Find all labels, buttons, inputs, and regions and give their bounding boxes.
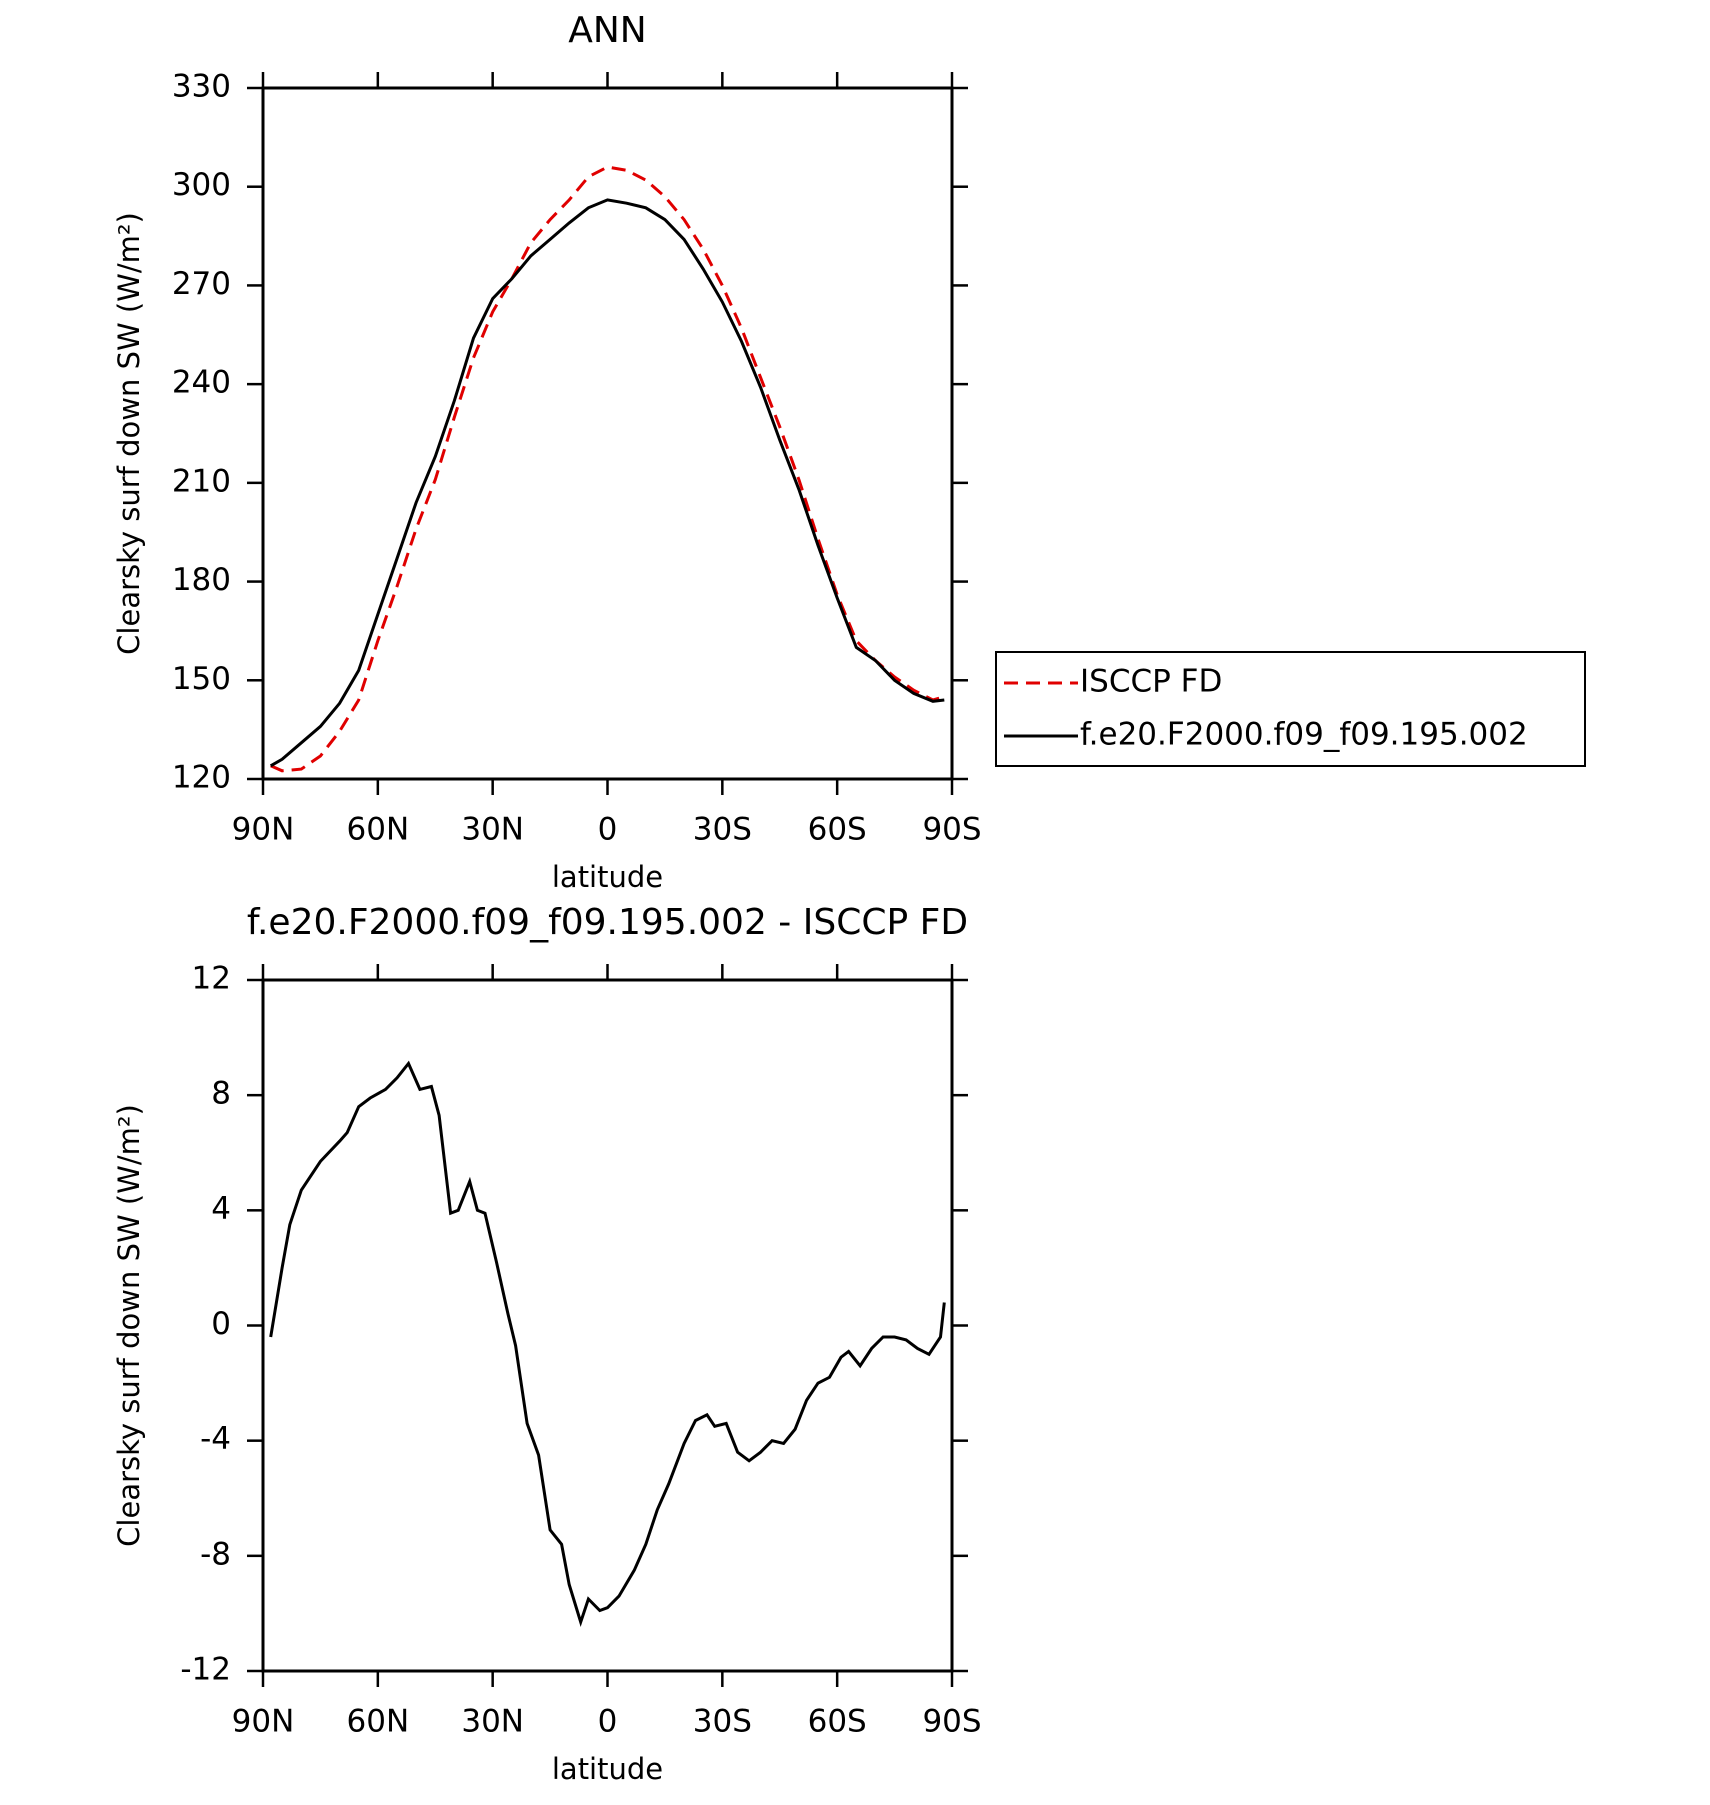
data-line: [269, 198, 945, 768]
x-tick-label: 90N: [232, 812, 295, 848]
chart-title: f.e20.F2000.f09_f09.195.002 - ISCCP FD: [247, 902, 968, 943]
x-tick-label: 60S: [808, 812, 867, 848]
y-tick-label: 210: [172, 463, 231, 499]
x-tick-label: 30N: [461, 1704, 524, 1740]
legend-label: f.e20.F2000.f09_f09.195.002: [1080, 717, 1528, 753]
x-axis-label: latitude: [552, 860, 663, 894]
y-tick-label: 240: [172, 365, 231, 401]
y-tick-label: 8: [211, 1076, 231, 1112]
y-tick-label: 270: [172, 266, 231, 302]
x-tick-label: 30N: [461, 812, 524, 848]
y-tick-label: 120: [172, 760, 231, 796]
plot-frame: [261, 86, 954, 781]
x-tick-label: 60N: [347, 812, 410, 848]
x-tick-label: 90S: [922, 812, 981, 848]
y-tick-label: 0: [211, 1306, 231, 1342]
y-tick-label: 4: [211, 1191, 231, 1227]
y-tick-label: 150: [172, 661, 231, 697]
x-tick-label: 90N: [232, 1704, 295, 1740]
x-axis-label: latitude: [552, 1752, 663, 1786]
x-tick-label: 30S: [693, 1704, 752, 1740]
y-tick-label: -12: [180, 1652, 231, 1688]
chart-title: ANN: [568, 10, 647, 51]
y-tick-label: 300: [172, 167, 231, 203]
data-line: [269, 1060, 946, 1628]
y-tick-label: 330: [172, 69, 231, 105]
plot-frame: [261, 978, 954, 1673]
data-line: [270, 165, 945, 773]
x-tick-label: 60S: [808, 1704, 867, 1740]
x-tick-label: 60N: [347, 1704, 410, 1740]
y-tick-label: -8: [200, 1536, 231, 1572]
y-tick-label: 12: [192, 961, 231, 997]
x-tick-label: 30S: [693, 812, 752, 848]
x-tick-label: 0: [598, 812, 618, 848]
y-axis-label: Clearsky surf down SW (W/m²): [112, 1104, 146, 1547]
y-tick-label: 180: [172, 562, 231, 598]
y-axis-label: Clearsky surf down SW (W/m²): [112, 212, 146, 655]
legend-box: [995, 651, 1586, 767]
y-tick-label: -4: [200, 1421, 231, 1457]
x-tick-label: 90S: [922, 1704, 981, 1740]
x-tick-label: 0: [598, 1704, 618, 1740]
legend-label: ISCCP FD: [1080, 664, 1222, 700]
